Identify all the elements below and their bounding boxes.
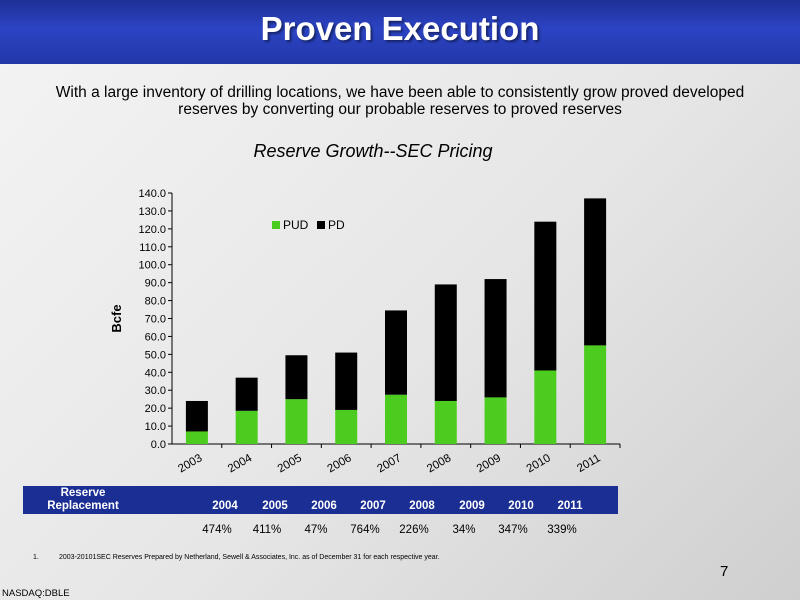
x-tick-label: 2004 [226, 452, 255, 475]
reserve-replacement-header [23, 486, 618, 514]
y-tick-label: 100.0 [138, 260, 166, 272]
reserve-replacement-year-2010: 2010 [508, 500, 534, 512]
bar-pd-2010 [534, 221, 557, 371]
y-tick-label: 60.0 [145, 331, 166, 343]
reserve-replacement-value-2006: 47% [304, 524, 328, 536]
reserve-replacement-value-2010: 347% [498, 524, 528, 536]
reserve-replacement-value-2011: 339% [547, 524, 577, 536]
bar-pd-2003 [185, 400, 208, 432]
reserve-replacement-year-2005: 2005 [262, 500, 288, 512]
slide-title: Proven Execution [260, 10, 540, 47]
bar-pd-2004 [235, 377, 258, 411]
legend-label-pud: PUD [283, 218, 309, 232]
bar-pd-2005 [285, 355, 308, 400]
y-axis-label: Bcfe [109, 304, 124, 332]
y-tick-label: 40.0 [145, 367, 166, 379]
footnote: 1. 2003-20101SEC Reserves Prepared by Net… [33, 554, 440, 561]
bar-pud-2005 [285, 399, 308, 444]
reserve-replacement-value-2005: 411% [252, 524, 282, 536]
reserve-replacement-year-2006: 2006 [311, 500, 337, 512]
legend-swatch-pd [317, 221, 325, 229]
title-banner: Proven Execution [0, 0, 800, 64]
reserve-replacement-value-2004: 474% [202, 524, 232, 536]
slide-subtitle: With a large inventory of drilling locat… [55, 84, 745, 118]
y-tick-label: 10.0 [145, 421, 166, 433]
bar-pud-2006 [335, 409, 358, 444]
bar-pd-2009 [484, 279, 507, 398]
bar-pud-2007 [385, 394, 407, 444]
reserve-replacement-year-2011: 2011 [557, 500, 583, 512]
x-tick-label: 2008 [425, 452, 453, 475]
reserve-replacement-year-2009: 2009 [459, 500, 485, 512]
x-tick-label: 2003 [176, 452, 204, 475]
bar-pud-2003 [185, 431, 208, 444]
y-tick-label: 120.0 [138, 224, 166, 236]
bar-pud-2011 [584, 345, 607, 444]
reserve-replacement-year-2007: 2007 [360, 500, 386, 512]
legend-swatch-pud [272, 221, 280, 229]
y-tick-label: 70.0 [145, 314, 166, 326]
bar-pd-2011 [584, 198, 607, 346]
footnote-number: 1. [33, 554, 39, 561]
y-tick-label: 90.0 [145, 278, 166, 290]
chart-title: Reserve Growth--SEC Pricing [253, 141, 493, 161]
x-tick-label: 2010 [525, 452, 553, 475]
y-tick-label: 50.0 [145, 349, 166, 361]
reserve-replacement-year-2008: 2008 [409, 500, 435, 512]
bar-pud-2010 [534, 370, 557, 444]
y-tick-label: 80.0 [145, 296, 166, 308]
footnote-text: 2003-20101SEC Reserves Prepared by Nethe… [59, 554, 440, 561]
y-tick-label: 30.0 [145, 385, 166, 397]
ticker-symbol: NASDAQ:DBLE [2, 588, 70, 599]
x-tick-label: 2009 [475, 452, 503, 475]
x-tick-label: 2007 [375, 452, 403, 475]
reserve-replacement-year-2004: 2004 [212, 500, 238, 512]
page-number: 7 [720, 563, 729, 580]
bar-pud-2008 [434, 400, 457, 444]
x-tick-label: 2006 [326, 452, 354, 475]
reserve-replacement-value-2008: 226% [399, 524, 429, 536]
reserve-replacement-value-2007: 764% [350, 524, 380, 536]
bar-pud-2009 [484, 397, 507, 444]
y-tick-label: 0.0 [151, 439, 166, 451]
x-tick-label: 2011 [575, 452, 602, 475]
y-tick-label: 110.0 [139, 242, 166, 254]
bar-pd-2008 [434, 284, 457, 401]
bar-pd-2007 [385, 310, 407, 395]
x-tick-label: 2005 [276, 452, 304, 475]
y-tick-label: 130.0 [138, 206, 166, 218]
y-tick-label: 20.0 [145, 403, 166, 415]
legend-label-pd: PD [328, 218, 345, 232]
bar-pud-2004 [235, 410, 258, 444]
y-tick-label: 140.0 [138, 188, 166, 200]
reserve-replacement-label: Reserve Replacement [47, 487, 119, 512]
bar-pd-2006 [335, 352, 358, 410]
reserve-replacement-value-2009: 34% [452, 524, 476, 536]
